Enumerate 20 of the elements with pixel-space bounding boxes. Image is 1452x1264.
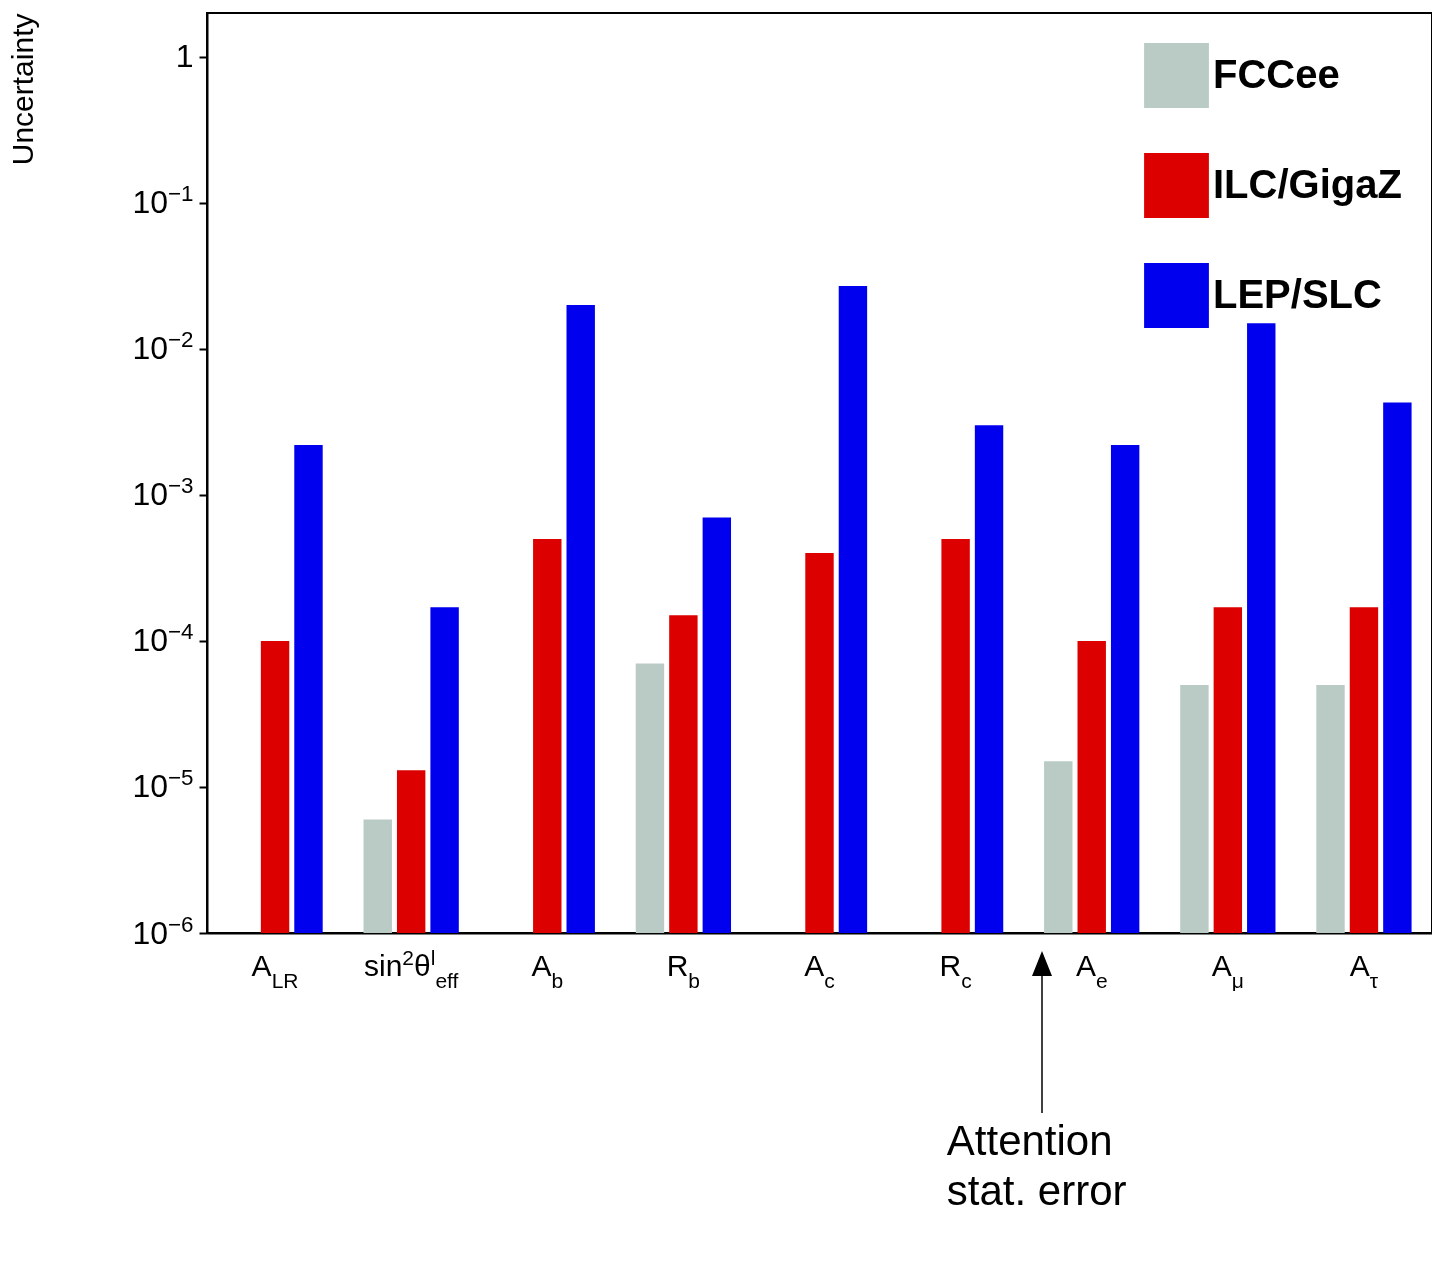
text: Attention stat. error [946,1116,1128,1217]
y-tick-label: 10$^{−3}$ [132,472,194,513]
legend-label: FCCee [1213,51,1340,96]
x-tick-label: R$_{b}$ [666,948,701,991]
x-tick-label: A$_{τ}$ [1349,948,1379,991]
x-tick-label: R$_{c}$ [939,948,972,991]
y-tick-label: 10$^{−1}$ [132,180,194,221]
legend-label: LEP/SLC [1213,271,1382,316]
y-tick-label: 10$^{−2}$ [132,326,194,367]
y-tick-label: 10$^{−4}$ [132,618,194,659]
x-tick-label: A$_{b}$ [531,948,564,991]
x-tick-label: A$_{e}$ [1075,948,1108,991]
x-tick-label: A$_{LR}$ [251,948,299,991]
y-tick-label: 10$^{−6}$ [132,911,194,951]
x-tick-label: A$_{c}$ [804,948,835,991]
y-tick-label: 1 [175,38,194,75]
y-axis-title: Uncertainty [6,13,40,166]
legend-label: ILC/GigaZ [1213,161,1402,206]
x-tick-label: A$_{μ}$ [1211,948,1244,991]
y-tick-label: 10$^{−5}$ [132,764,194,805]
